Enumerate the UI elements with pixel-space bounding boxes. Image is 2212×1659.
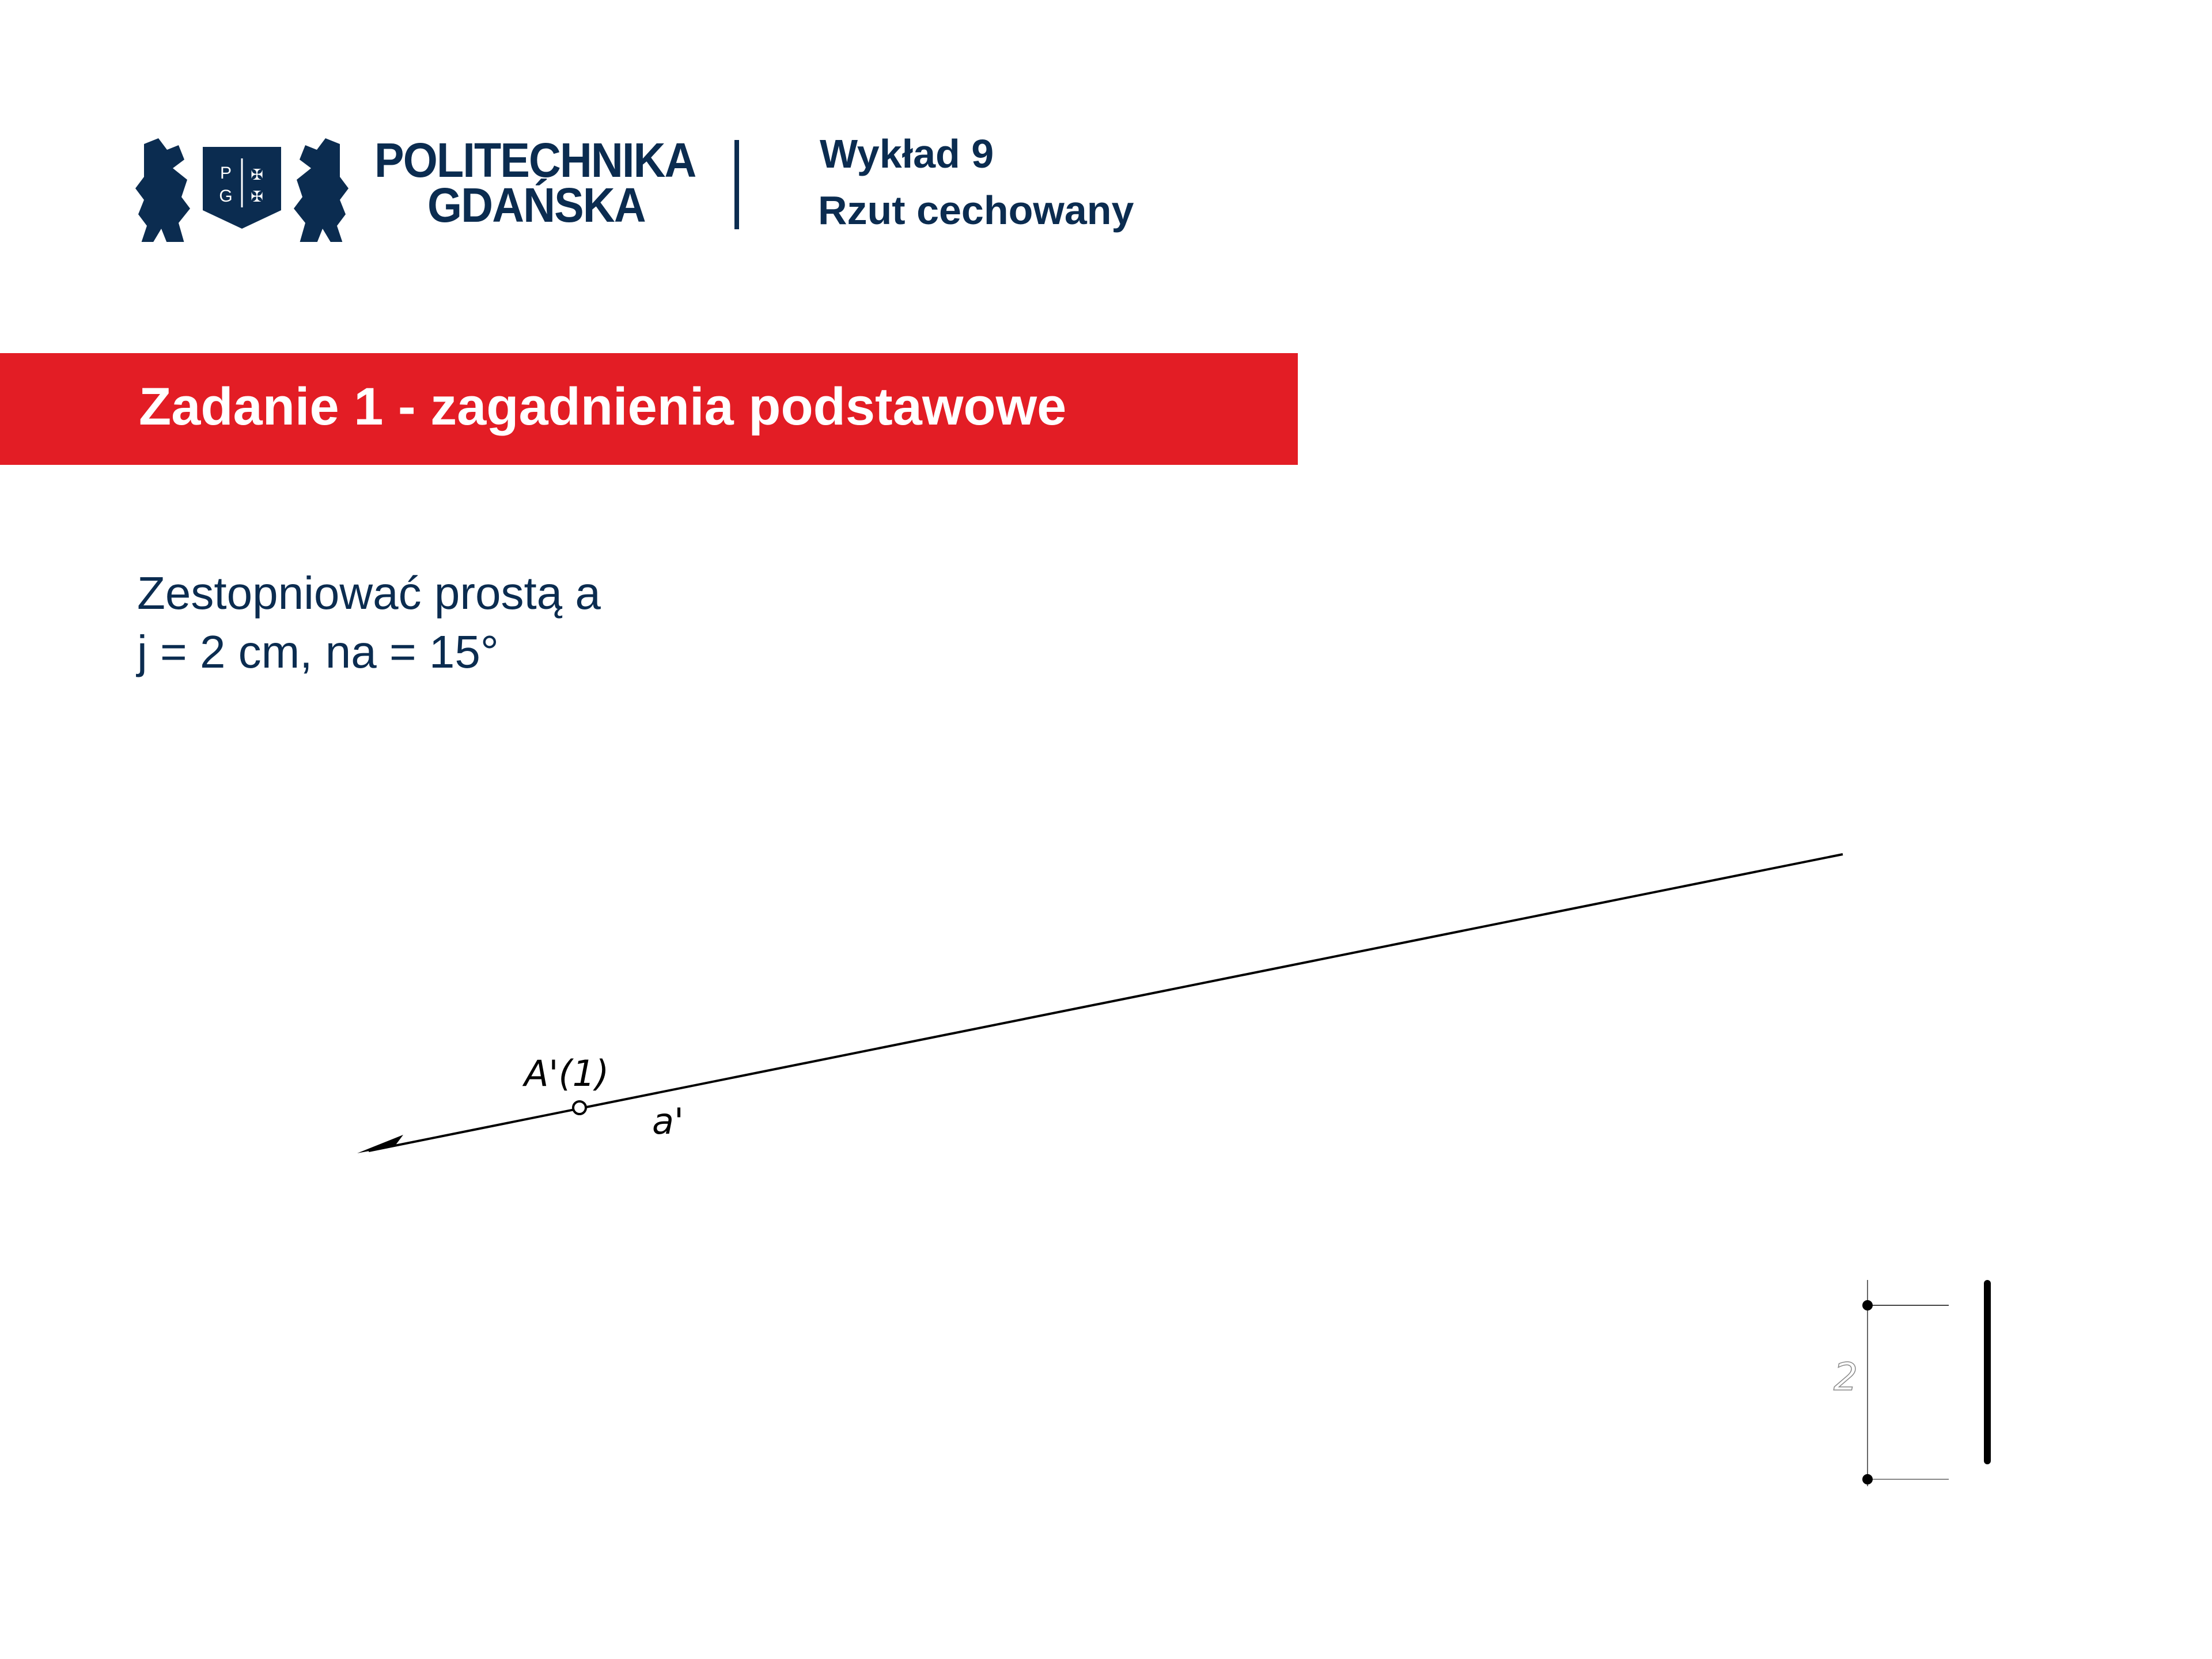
svg-text:G: G [219,187,232,206]
svg-text:✠: ✠ [251,188,263,206]
left-griffin-icon [135,138,190,242]
task-parameters: j = 2 cm, na = 15° [137,626,499,677]
svg-text:P: P [220,164,232,183]
line-a-label: a' [652,1100,684,1142]
lecture-number: Wykład 9 [820,131,994,176]
point-a-marker [572,1100,587,1115]
header-divider [734,140,739,229]
point-a-label: A'(1) [522,1052,609,1094]
scale-label: 2 [1834,1355,1858,1399]
arrowhead-icon [357,1135,407,1153]
task-instruction: Zestopniować prostą a [137,567,601,619]
section-title: Zadanie 1 - zagadnienia podstawowe [139,377,1067,436]
svg-text:✠: ✠ [251,166,263,184]
right-griffin-icon [294,138,349,242]
university-name-line2: GDAŃSKA [427,178,646,232]
scale-indicator [1862,1280,1991,1486]
section-banner [0,353,1298,465]
lecture-topic: Rzut cechowany [818,188,1134,233]
university-logo: P G ✠ ✠ [135,138,349,242]
university-name-line1: POLITECHNIKA [374,133,696,187]
line-a-projection [368,853,1843,1152]
